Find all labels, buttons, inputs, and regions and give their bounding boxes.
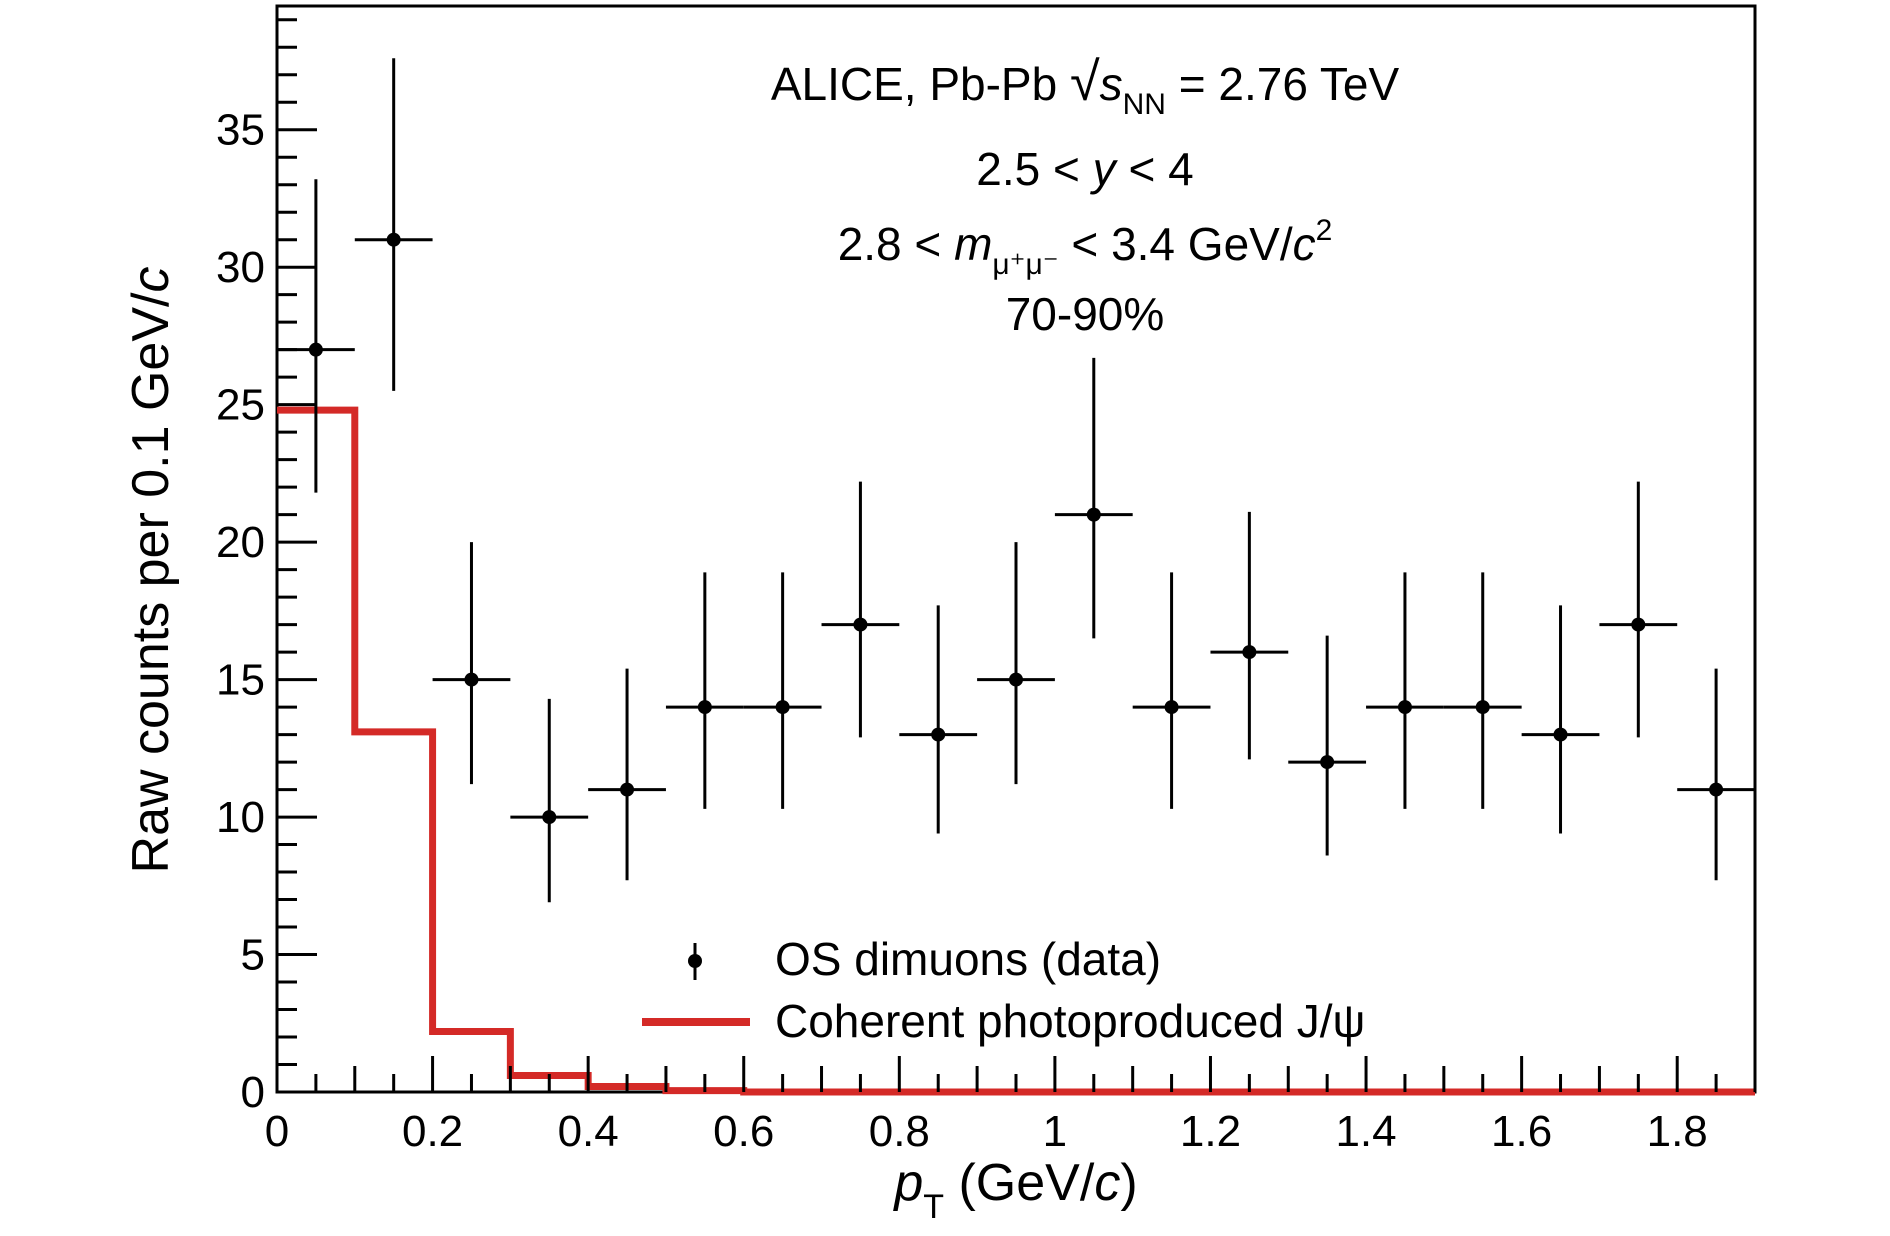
annotation-line: 70-90% [1006,288,1165,340]
data-point [1521,605,1600,834]
y-tick-label: 0 [241,1068,265,1117]
legend-label: OS dimuons (data) [775,933,1161,985]
point-marker [1242,645,1257,660]
y-tick-label: 20 [216,518,265,567]
data-point [1677,668,1755,881]
y-tick-label: 10 [216,793,265,842]
x-axis-title: pT (GeV/c) [892,1154,1137,1226]
y-tick-label: 5 [241,931,265,980]
y-tick-label: 25 [216,381,265,430]
point-marker [620,782,635,797]
data-point [743,572,822,809]
x-tick-label: 1 [1043,1107,1067,1156]
x-tick-label: 0.8 [869,1107,930,1156]
x-axis-title-close: ) [1120,1154,1137,1212]
legend-entry-model: Coherent photoproduced J/ψ [642,995,1365,1047]
point-marker [386,232,401,247]
data-point [1366,572,1444,809]
annotation-part: s [1100,58,1123,110]
annotation-part: 2 [1316,214,1333,247]
data-point [977,542,1055,785]
point-marker [1631,617,1646,632]
y-axis-title: Raw counts per 0.1 GeV/c [122,267,180,874]
x-tick-label: 0.4 [558,1107,619,1156]
annotation-part: < 3.4 GeV/ [1059,218,1293,270]
annotation-part: m [954,218,992,270]
y-axis-title-c: c [122,267,180,293]
data-point [821,481,900,738]
data-points-group [277,58,1755,903]
point-marker [1320,755,1335,770]
x-axis-title-p: p [892,1154,923,1212]
x-tick-label: 1.2 [1180,1107,1241,1156]
point-marker [1709,782,1724,797]
point-marker [775,700,790,715]
annotation-part: 2.8 < [838,218,954,270]
data-point [899,605,978,834]
point-marker [697,700,712,715]
legend-entry-data: OS dimuons (data) [688,933,1161,985]
point-marker [1553,727,1568,742]
x-axis-title-c: c [1094,1154,1120,1212]
data-point [1210,511,1289,760]
data-point [1132,572,1211,809]
annotation-part: c [1293,218,1316,270]
x-axis-title-unit: (GeV/ [944,1154,1095,1212]
annotation-part: √ [1070,52,1100,112]
point-marker [464,672,479,687]
annotation-line: 2.5 < y < 4 [976,143,1193,195]
annotation-part: y [1090,143,1119,195]
annotation-part: < 4 [1116,143,1194,195]
data-point [1054,357,1133,639]
annotation-part: ALICE, Pb-Pb [771,58,1070,110]
point-marker [931,727,946,742]
point-marker [542,810,557,825]
x-tick-label: 0.2 [402,1107,463,1156]
x-tick-label: 0.6 [713,1107,774,1156]
annotation-part: 2.5 < [976,143,1092,195]
point-marker [853,617,868,632]
legend-marker-point [688,954,702,968]
annotation-part: 70-90% [1006,288,1165,340]
y-axis-title-main: Raw counts per 0.1 GeV/ [122,292,180,874]
annotation-line: ALICE, Pb-Pb √sNN = 2.76 TeV [771,52,1400,121]
data-point [277,179,355,493]
x-tick-label: 0 [265,1107,289,1156]
data-point [354,58,433,391]
point-marker [1164,700,1179,715]
legend-label: Coherent photoproduced J/ψ [775,995,1365,1047]
point-marker [1397,700,1412,715]
data-point [665,572,744,809]
x-axis-title-sub: T [923,1188,944,1226]
annotation-part: μ⁺μ⁻ [992,248,1058,281]
annotation-part: = 2.76 TeV [1166,58,1399,110]
data-point [588,668,666,881]
point-marker [1086,507,1101,522]
point-marker [308,342,323,357]
data-point [510,698,589,903]
y-tick-label: 30 [216,243,265,292]
annotation-line: 2.8 < mμ⁺μ⁻ < 3.4 GeV/c2 [838,214,1333,281]
data-point [1599,481,1678,738]
y-tick-label: 15 [216,656,265,705]
x-tick-label: 1.4 [1335,1107,1396,1156]
legend: OS dimuons (data) Coherent photoproduced … [642,933,1365,1047]
x-tick-label: 1.8 [1647,1107,1708,1156]
axes-group: 0 5 10 15 20 25 30 35 0 0.2 0.4 0.6 0.8 1 1.2 1.4 1.6 1.8… [122,18,1757,1226]
point-marker [1009,672,1023,687]
x-tick-label: 1.6 [1491,1107,1552,1156]
data-point [1288,635,1367,856]
data-point [432,542,511,785]
point-marker [1475,700,1490,715]
annotation-part: NN [1123,88,1166,121]
y-tick-label: 35 [216,106,265,155]
data-point [1443,572,1522,809]
